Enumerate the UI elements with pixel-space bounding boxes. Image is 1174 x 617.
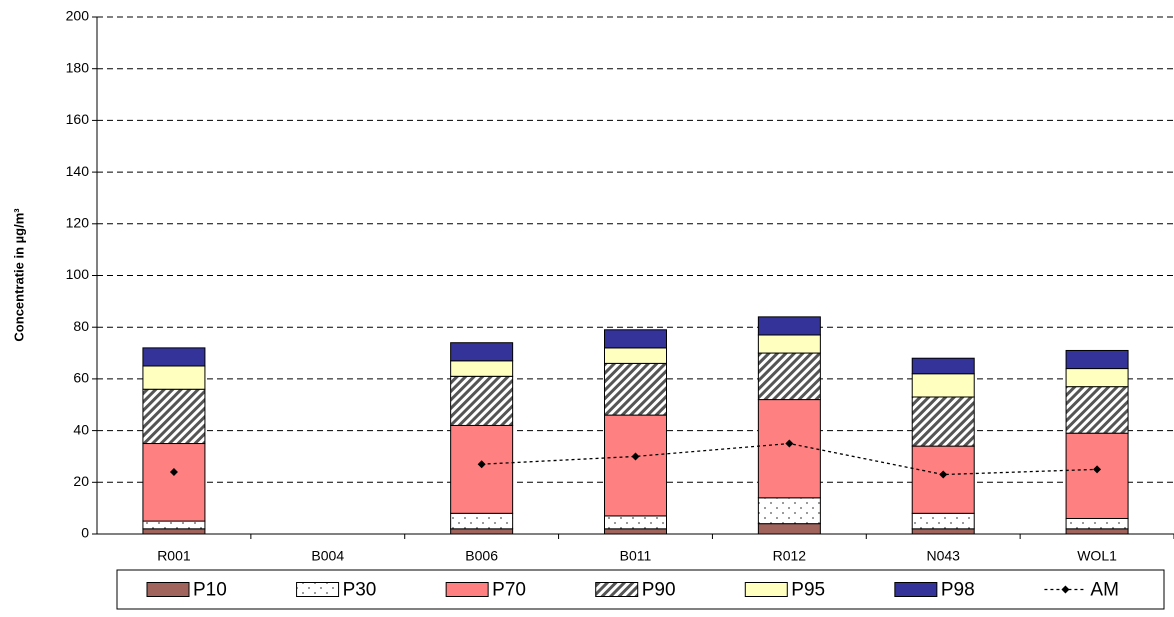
bar-segment	[450, 528, 514, 535]
bar-segment	[142, 443, 206, 522]
y-tick-label: 0	[81, 525, 89, 541]
x-tick-label: R001	[157, 548, 191, 564]
bar-segment	[757, 334, 821, 354]
legend-swatch	[146, 582, 190, 597]
marker	[939, 470, 948, 479]
marker	[169, 467, 178, 476]
legend: P10 P30 P70 P90 P95 P98 AM	[116, 569, 1165, 610]
bar-segment	[142, 528, 206, 535]
bar-segment	[450, 424, 514, 514]
bar-segment	[911, 373, 975, 398]
bar-segment	[1065, 349, 1129, 370]
y-axis-title: Concentratie in µg/m³	[11, 208, 26, 342]
legend-swatch	[595, 582, 639, 597]
legend-label: P90	[642, 580, 676, 601]
bar-segment	[604, 414, 667, 517]
bar-segment	[450, 342, 514, 362]
x-tick-label: N043	[926, 548, 960, 564]
legend-label: AM	[1090, 580, 1119, 601]
bar-segment	[1065, 528, 1129, 535]
bar-segment	[757, 497, 821, 525]
y-tick-label: 40	[73, 421, 89, 437]
bar-segment	[604, 347, 667, 364]
legend-box	[116, 569, 1165, 610]
bar-segment	[604, 528, 667, 535]
legend-marker	[1061, 585, 1070, 594]
bar-segment	[450, 360, 514, 377]
bar-segment	[911, 357, 975, 375]
bar-segment	[911, 528, 975, 535]
legend-label: P10	[193, 580, 227, 601]
bar-segment	[450, 512, 514, 530]
bar-segment	[757, 316, 821, 336]
legend-swatch	[445, 582, 489, 597]
legend-swatch	[894, 582, 938, 597]
legend-label: P70	[492, 580, 526, 601]
legend-label: P30	[343, 580, 377, 601]
y-tick-label: 80	[73, 318, 89, 334]
bar-segment	[604, 515, 667, 530]
x-tick-label: B011	[620, 548, 652, 564]
x-tick-label: B004	[311, 548, 344, 564]
bar-segment	[604, 329, 667, 349]
legend-swatch	[744, 582, 788, 597]
legend-swatch	[296, 582, 340, 597]
bar-segment	[1065, 386, 1129, 434]
bar-segment	[142, 388, 206, 445]
y-tick-label: 180	[66, 59, 90, 75]
x-tick-label: WOL1	[1077, 548, 1117, 564]
bar-segment	[1065, 432, 1129, 519]
bar-segment	[757, 523, 821, 535]
marker	[477, 460, 486, 469]
bar-segment	[757, 399, 821, 499]
bar-segment	[142, 365, 206, 390]
bar-segment	[757, 352, 821, 401]
marker	[1093, 465, 1102, 474]
marker	[631, 452, 640, 461]
x-tick-label: B006	[465, 548, 498, 564]
y-tick-label: 200	[66, 8, 90, 24]
y-tick-label: 120	[66, 215, 90, 231]
y-tick-label: 140	[66, 163, 90, 179]
bar-segment	[1065, 368, 1129, 388]
legend-label: P95	[791, 580, 825, 601]
y-tick-label: 100	[66, 266, 90, 282]
bar-segment	[911, 396, 975, 447]
y-tick-label: 60	[73, 370, 89, 386]
bar-segment	[911, 445, 975, 514]
bar-segment	[142, 347, 206, 367]
bar-segment	[450, 375, 514, 426]
legend-label: P98	[941, 580, 975, 601]
bar-segment	[142, 520, 206, 530]
bar-segment	[911, 512, 975, 530]
x-tick-label: R012	[773, 548, 807, 564]
y-tick-label: 160	[66, 111, 90, 127]
marker	[785, 439, 794, 448]
bar-segment	[604, 362, 667, 416]
bar-segment	[1065, 517, 1129, 530]
y-tick-label: 20	[73, 473, 89, 489]
